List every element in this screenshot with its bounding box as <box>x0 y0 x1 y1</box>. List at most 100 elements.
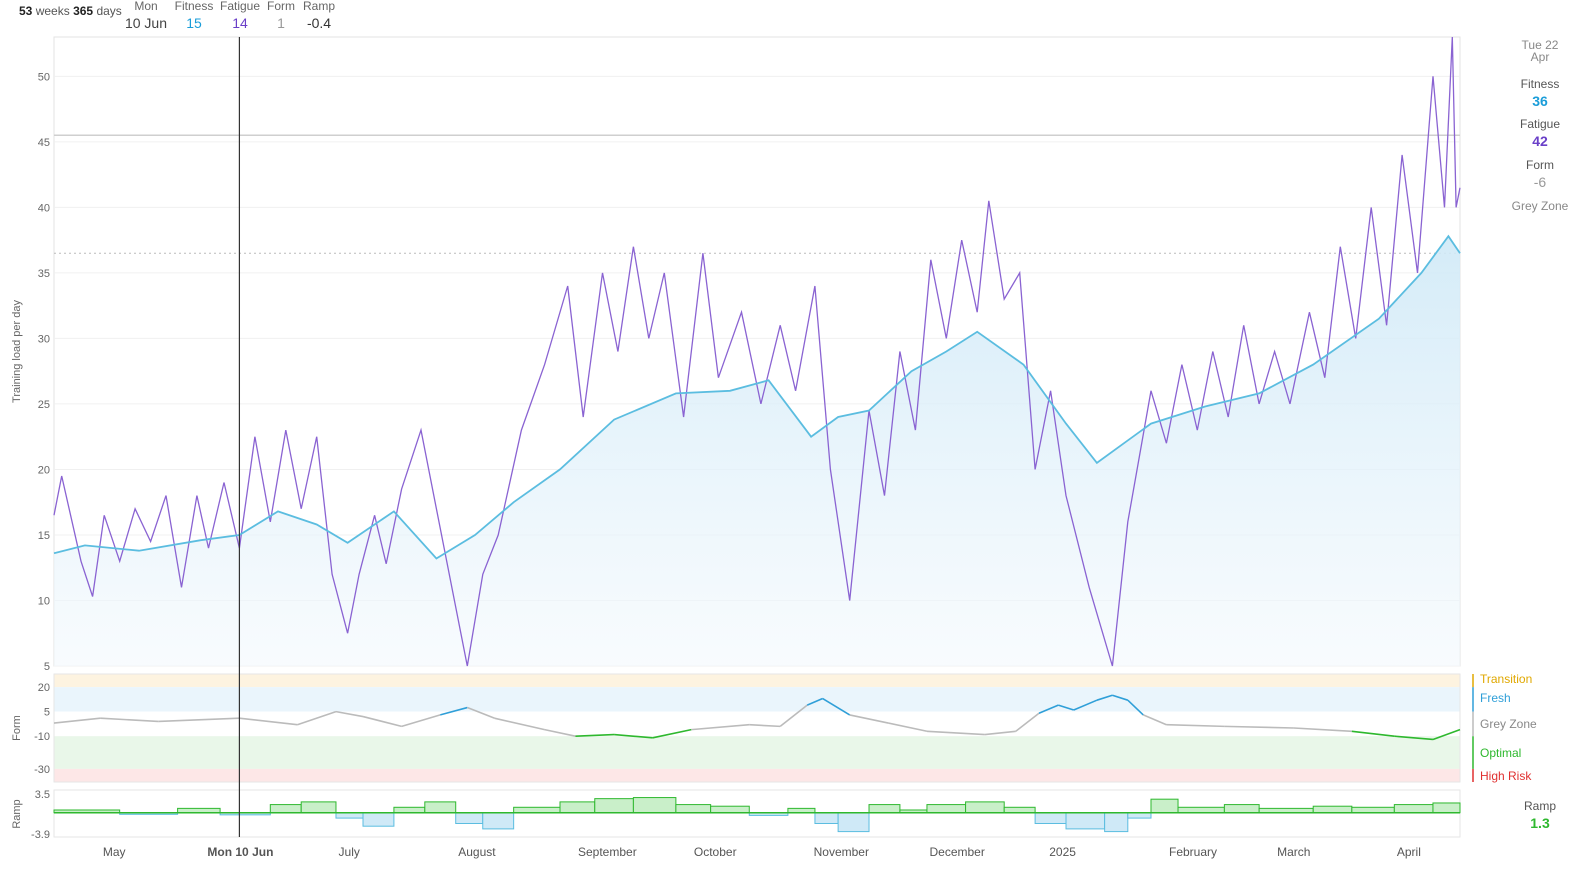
side-fitness: Fitness 36 <box>1500 77 1580 109</box>
form-line-segment <box>888 722 928 733</box>
zone-fresh-label: Fresh <box>1480 691 1511 705</box>
ramp-bar <box>482 812 515 830</box>
form-line-segment <box>335 710 364 718</box>
form-line-segment <box>1127 699 1144 716</box>
ramp-bar <box>269 804 302 814</box>
ramp-bar <box>814 812 839 824</box>
form-line-segment <box>401 714 441 728</box>
month-label: September <box>578 845 637 859</box>
form-zone-band <box>54 736 1460 769</box>
month-label: August <box>458 845 496 859</box>
form-line-segment <box>239 717 298 726</box>
stat-fitness-value: 15 <box>186 15 202 31</box>
form-zone-band <box>54 674 1460 688</box>
form-line-segment <box>652 728 692 739</box>
form-line-segment <box>1224 725 1294 729</box>
side-form-label: Form <box>1526 158 1554 172</box>
form-line-segment <box>1112 694 1129 701</box>
main-y-tick-label: 30 <box>38 333 50 345</box>
stat-fitness-label: Fitness <box>174 0 214 13</box>
form-line-segment <box>1166 723 1225 728</box>
ramp-bar <box>675 804 712 814</box>
ramp-bar <box>926 804 967 814</box>
form-line-segment <box>362 715 402 728</box>
ramp-bar <box>393 806 426 814</box>
ramp-bar <box>362 812 395 827</box>
month-label: February <box>1169 845 1217 859</box>
month-label: July <box>339 845 360 859</box>
ramp-bar <box>559 801 596 814</box>
zone-optimal-label: Optimal <box>1480 746 1522 760</box>
form-y-axis-title: Form <box>11 715 23 741</box>
form-line-segment <box>822 697 851 716</box>
ramp-bar <box>1150 798 1179 814</box>
form-line-segment <box>806 697 823 706</box>
ramp-bar <box>1393 804 1434 814</box>
side-form-value: -6 <box>1533 174 1547 190</box>
main-y-tick-label: 50 <box>38 71 50 83</box>
ramp-bar <box>513 806 561 814</box>
ramp-bar <box>1351 806 1395 814</box>
ramp-bar <box>1104 812 1129 833</box>
form-zone-band <box>54 687 1460 712</box>
form-y-tick-label: 5 <box>44 707 50 719</box>
days-label: days <box>96 4 122 18</box>
ramp-bar <box>1034 812 1067 824</box>
form-line-segment <box>158 717 240 723</box>
form-line-segment <box>1038 704 1059 715</box>
form-y-tick-label: -10 <box>34 731 50 743</box>
side-ramp-label: Ramp <box>1523 799 1556 813</box>
form-line-segment <box>1073 699 1098 711</box>
stat-fatigue: Fatigue 14 <box>218 0 262 32</box>
main-y-tick-label: 45 <box>38 137 50 149</box>
weeks-value: 53 <box>19 4 33 18</box>
side-fitness-value: 36 <box>1532 93 1548 109</box>
form-line-segment <box>467 706 495 719</box>
side-date: Tue 22 Apr <box>1500 39 1580 63</box>
form-y-tick-label: -30 <box>34 764 50 776</box>
form-line-segment <box>926 730 985 736</box>
form-line-segment <box>749 723 781 728</box>
form-line-segment <box>1293 727 1352 733</box>
ramp-bar <box>1312 805 1353 814</box>
side-fatigue-value: 42 <box>1532 133 1548 149</box>
ramp-bar <box>594 798 634 814</box>
main-y-tick-label: 10 <box>38 595 50 607</box>
form-line-segment <box>1142 714 1167 726</box>
ramp-bar <box>300 801 337 814</box>
ramp-bar <box>1127 812 1152 819</box>
ramp-bar <box>837 812 870 833</box>
form-line-segment <box>614 733 653 739</box>
form-line-segment <box>1058 704 1074 711</box>
stat-form-value: 1 <box>277 15 285 31</box>
form-line-segment <box>1432 728 1461 741</box>
cursor-date-label: Mon 10 Jun <box>207 845 273 859</box>
stat-fitness: Fitness 15 <box>172 0 216 32</box>
stat-fatigue-label: Fatigue <box>219 0 261 13</box>
form-line-segment <box>297 710 337 726</box>
ramp-bar <box>335 812 364 819</box>
ramp-bar <box>1432 802 1461 814</box>
ramp-bar <box>632 797 677 814</box>
zone-grey-label: Grey Zone <box>1480 717 1537 731</box>
form-line-segment <box>53 717 101 724</box>
month-label: March <box>1277 845 1310 859</box>
side-ramp-value: 1.3 <box>1530 815 1550 831</box>
date-span: 53 weeks 365 days <box>19 4 122 18</box>
main-y-tick-label: 35 <box>38 268 50 280</box>
ramp-bar <box>1003 806 1036 814</box>
ramp-y-tick-label: -3.9 <box>31 829 50 841</box>
form-line-segment <box>1015 712 1040 732</box>
form-line-segment <box>1351 730 1395 737</box>
days-value: 365 <box>73 4 94 18</box>
zone-highrisk-label: High Risk <box>1480 769 1532 783</box>
main-y-tick-label: 20 <box>38 464 50 476</box>
form-plot-frame <box>53 673 1461 783</box>
side-form-zone: Grey Zone <box>1511 199 1569 213</box>
form-line-segment <box>575 733 615 737</box>
ramp-bar <box>424 801 457 814</box>
form-line-segment <box>691 723 750 731</box>
month-label: October <box>694 845 737 859</box>
main-y-axis-title: Training load per day <box>11 300 23 403</box>
